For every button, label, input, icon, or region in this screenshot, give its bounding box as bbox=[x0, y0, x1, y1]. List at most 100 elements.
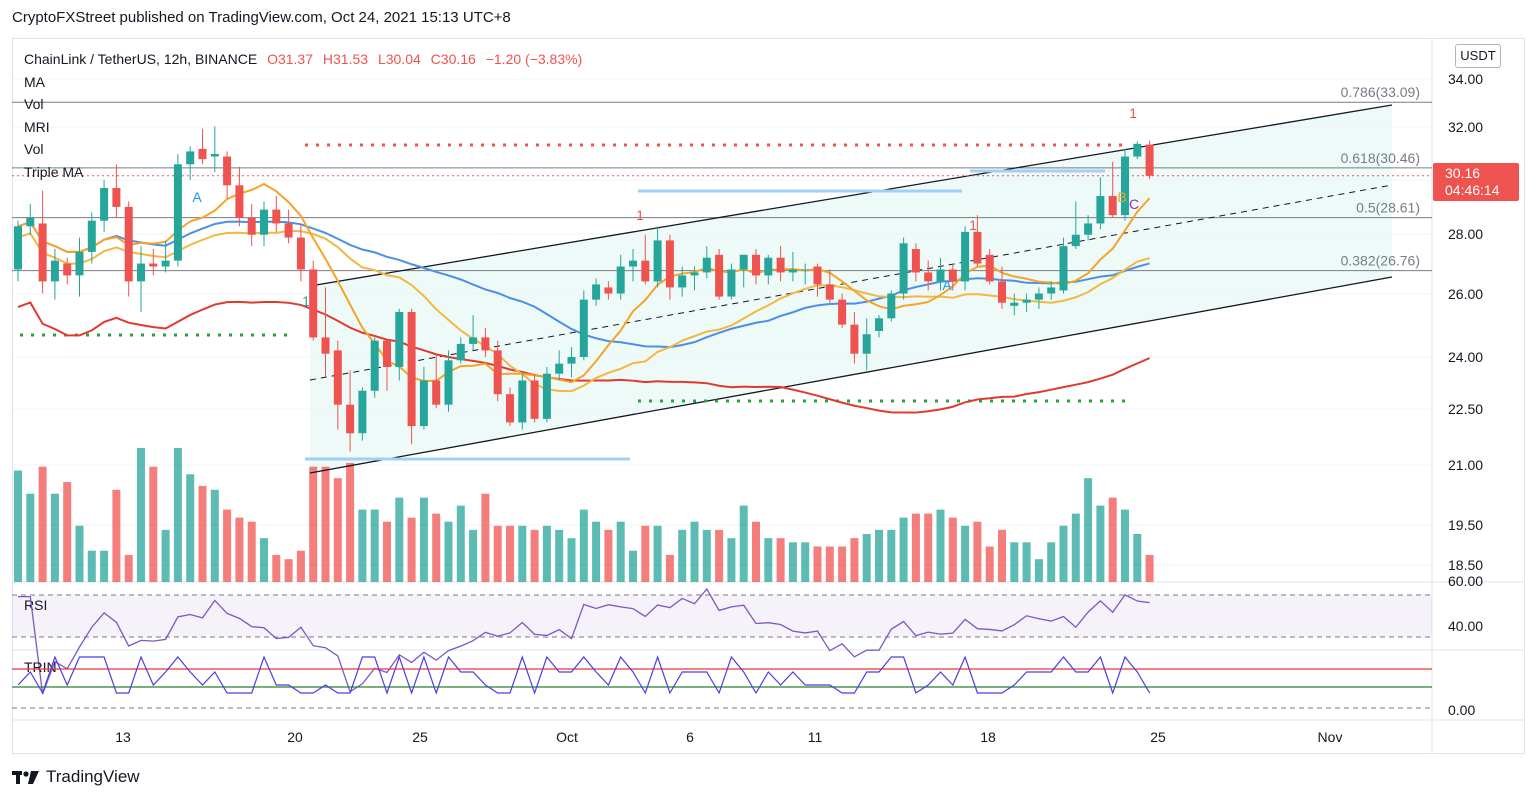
fib-level-label: 0.5(28.61) bbox=[1356, 200, 1420, 216]
candle-body bbox=[1034, 293, 1043, 300]
candle-body bbox=[616, 266, 625, 294]
wave-annotation: C bbox=[1129, 196, 1139, 212]
time-tick-label: 6 bbox=[686, 729, 694, 745]
candle-body bbox=[1121, 156, 1129, 216]
candle-body bbox=[653, 240, 662, 282]
volume-bar bbox=[469, 529, 478, 582]
indicator-vol-2[interactable]: Vol bbox=[24, 141, 44, 157]
candle-body bbox=[862, 334, 871, 354]
volume-bar bbox=[112, 489, 121, 582]
volume-bar bbox=[604, 529, 613, 582]
candle-body bbox=[223, 156, 232, 186]
candle-body bbox=[26, 217, 35, 227]
ohlc-close: C30.16 bbox=[430, 51, 476, 67]
candle-body bbox=[173, 164, 182, 261]
time-tick-label: Oct bbox=[556, 729, 578, 745]
candle-body bbox=[87, 220, 96, 252]
indicator-ma[interactable]: MA bbox=[24, 73, 45, 90]
indicator-triple-ma[interactable]: Triple MA bbox=[24, 163, 84, 180]
volume-bar bbox=[186, 474, 195, 582]
last-price: 30.16 bbox=[1445, 165, 1481, 181]
volume-bar bbox=[715, 529, 724, 582]
volume-bar bbox=[333, 478, 342, 582]
brand-name: TradingView bbox=[46, 767, 140, 786]
ma-mid-line bbox=[17, 229, 1150, 393]
volume-bar bbox=[407, 517, 416, 582]
candle-body bbox=[542, 373, 551, 419]
candle-body bbox=[948, 269, 957, 282]
volume-bar bbox=[629, 550, 637, 582]
volume-bar bbox=[899, 517, 908, 582]
candle-body bbox=[1145, 144, 1154, 176]
volume-bar bbox=[875, 529, 883, 582]
candle-body bbox=[764, 257, 773, 276]
wave-annotation: B bbox=[1117, 189, 1126, 205]
candle-body bbox=[38, 223, 47, 282]
currency-badge[interactable]: USDT bbox=[1455, 44, 1501, 68]
trin-tick-label: 0.00 bbox=[1448, 702, 1475, 718]
candle-body bbox=[296, 237, 305, 270]
candle-body bbox=[469, 337, 478, 344]
symbol-title[interactable]: ChainLink / TetherUS, 12h, BINANCE bbox=[24, 51, 258, 67]
volume-bar bbox=[247, 521, 256, 582]
wave-annotation: 1 bbox=[1129, 105, 1137, 121]
ohlc-open: O31.37 bbox=[267, 51, 314, 67]
candle-body bbox=[1096, 196, 1105, 224]
ma-long-line bbox=[17, 300, 1150, 414]
candle-body bbox=[272, 209, 281, 224]
candle-body bbox=[321, 337, 330, 354]
volume-bar bbox=[1059, 525, 1068, 582]
candle-body bbox=[936, 269, 945, 282]
volume-bar bbox=[998, 529, 1006, 582]
indicator-vol[interactable]: Vol bbox=[24, 96, 44, 112]
candle-body bbox=[1133, 143, 1142, 157]
candle-body bbox=[1010, 302, 1019, 306]
candle-body bbox=[887, 293, 896, 319]
candle-body bbox=[838, 299, 847, 325]
chart-frame bbox=[12, 38, 1525, 754]
candle-body bbox=[419, 380, 428, 427]
indicator-mri[interactable]: MRI bbox=[24, 118, 50, 135]
volume-bar bbox=[530, 529, 539, 582]
candle-body bbox=[961, 231, 970, 282]
candle-body bbox=[260, 209, 268, 235]
rsi-line bbox=[18, 587, 1150, 695]
candle-body bbox=[75, 251, 84, 276]
volume-bar bbox=[432, 513, 441, 582]
candle-body bbox=[518, 380, 527, 423]
candle-body bbox=[899, 243, 908, 294]
volume-bar bbox=[911, 513, 920, 582]
volume-bar bbox=[1084, 478, 1093, 582]
candle-body bbox=[850, 324, 859, 354]
candle-body bbox=[161, 260, 170, 267]
volume-bar bbox=[924, 513, 933, 582]
volume-bar bbox=[727, 538, 736, 582]
volume-bar bbox=[210, 489, 219, 582]
price-tick-label: 19.50 bbox=[1448, 517, 1483, 533]
volume-bar bbox=[383, 521, 391, 582]
volume-bar bbox=[284, 559, 293, 582]
candle-body bbox=[911, 249, 920, 273]
candle-body bbox=[813, 266, 822, 285]
volume-bar bbox=[518, 525, 527, 582]
volume-bar bbox=[137, 447, 145, 582]
candle-body bbox=[985, 254, 994, 282]
volume-bar bbox=[50, 493, 59, 582]
candle-body bbox=[309, 269, 318, 338]
candle-body bbox=[235, 185, 244, 218]
candle-body bbox=[875, 318, 883, 331]
volume-bar bbox=[985, 546, 994, 582]
candle-body bbox=[444, 360, 453, 405]
volume-bar bbox=[542, 525, 551, 582]
wave-annotation: A bbox=[942, 277, 952, 293]
volume-bar bbox=[296, 550, 305, 582]
rsi-tick-label: 40.00 bbox=[1448, 618, 1483, 634]
last-price-tag: 30.16 04:46:14 bbox=[1433, 163, 1519, 201]
volume-bar bbox=[100, 550, 109, 582]
candle-body bbox=[752, 254, 760, 276]
candle-body bbox=[383, 340, 391, 367]
tradingview-logo[interactable]: TradingView bbox=[12, 767, 140, 787]
volume-bar bbox=[309, 466, 318, 582]
volume-bar bbox=[161, 529, 170, 582]
